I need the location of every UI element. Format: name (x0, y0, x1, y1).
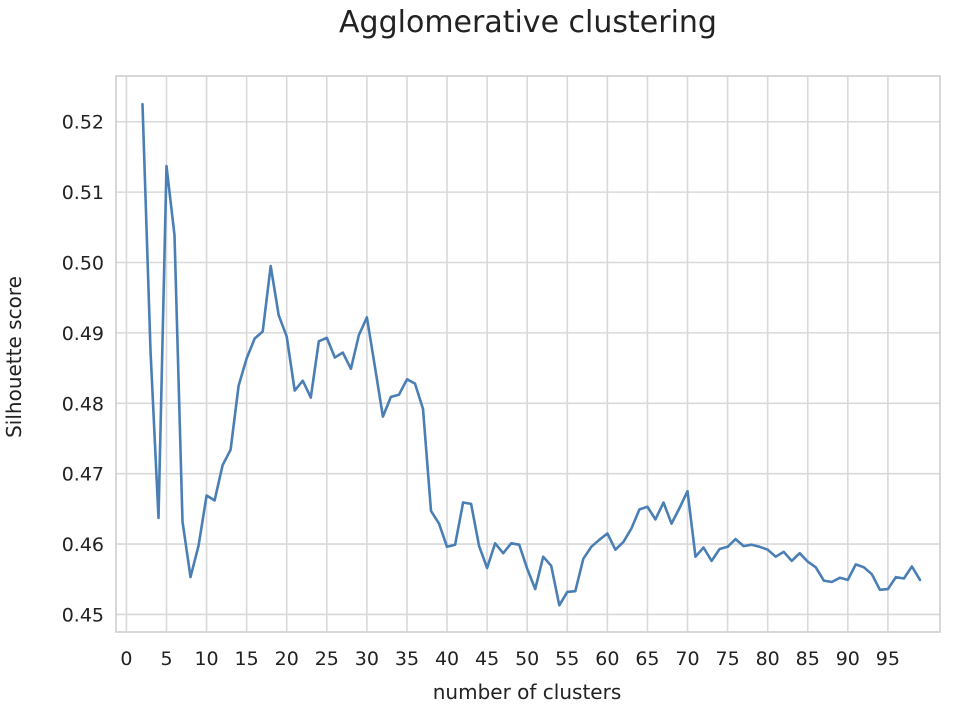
y-tick-label: 0.50 (62, 253, 104, 275)
x-tick-label: 40 (435, 648, 459, 670)
series-layer (141, 102, 922, 607)
x-tick-label: 15 (235, 648, 259, 670)
chart-title: Agglomerative clustering (339, 5, 717, 40)
x-tick-label: 50 (515, 648, 539, 670)
y-tick-label: 0.48 (62, 393, 104, 415)
x-axis-label: number of clusters (433, 680, 622, 704)
y-axis-ticks: 0.45 0.46 0.47 0.48 0.49 0.50 0.51 0.52 (62, 112, 104, 627)
y-tick-label: 0.51 (62, 182, 104, 204)
x-tick-label: 75 (715, 648, 739, 670)
x-tick-label: 80 (756, 648, 780, 670)
x-tick-label: 5 (160, 648, 172, 670)
x-tick-label: 65 (635, 648, 659, 670)
x-tick-label: 70 (675, 648, 699, 670)
y-tick-label: 0.52 (62, 112, 104, 134)
series-line (141, 102, 922, 607)
x-tick-label: 60 (595, 648, 619, 670)
y-axis-label: Silhouette score (2, 276, 26, 438)
y-tick-label: 0.46 (62, 534, 104, 556)
x-tick-label: 95 (876, 648, 900, 670)
x-tick-label: 45 (475, 648, 499, 670)
y-tick-label: 0.45 (62, 604, 104, 626)
x-tick-label: 55 (555, 648, 579, 670)
x-tick-label: 20 (275, 648, 299, 670)
x-tick-label: 35 (395, 648, 419, 670)
x-tick-label: 30 (355, 648, 379, 670)
x-tick-label: 25 (315, 648, 339, 670)
x-axis-ticks: 0 5 10 15 20 25 30 35 40 45 50 55 60 65 70 75 80 85 90 95 (120, 648, 900, 670)
x-tick-label: 90 (836, 648, 860, 670)
x-tick-label: 0 (120, 648, 132, 670)
y-tick-label: 0.47 (62, 464, 104, 486)
grid (116, 76, 940, 632)
x-tick-label: 85 (796, 648, 820, 670)
x-tick-label: 10 (194, 648, 218, 670)
plot-area (115, 75, 941, 633)
y-tick-label: 0.49 (62, 323, 104, 345)
